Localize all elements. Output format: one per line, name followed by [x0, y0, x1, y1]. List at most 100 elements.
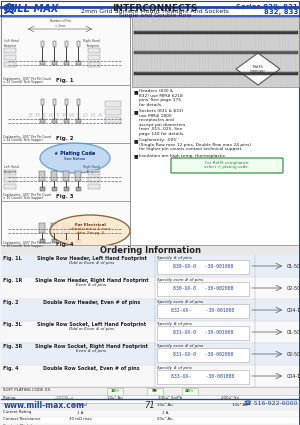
Text: Ordering Information: Ordering Information — [100, 246, 200, 255]
Bar — [107, 388, 123, 395]
Text: 01-50: 01-50 — [287, 264, 300, 269]
Text: Even # of pins: Even # of pins — [76, 349, 106, 353]
Bar — [64, 61, 68, 65]
Bar — [40, 239, 44, 243]
Text: Э Л Е К Т Р И С О Л А: Э Л Е К Т Р И С О Л А — [28, 113, 102, 117]
Text: Single Row Header, Right Hand Footprint: Single Row Header, Right Hand Footprint — [35, 278, 148, 283]
Text: 71: 71 — [145, 401, 155, 410]
Bar — [64, 187, 68, 191]
Bar — [52, 187, 56, 191]
Bar — [4, 62, 16, 67]
Text: 02-50: 02-50 — [287, 286, 300, 291]
Text: Fig. 1L: Fig. 1L — [3, 256, 22, 261]
Text: COMPLIANT: COMPLIANT — [250, 70, 266, 74]
Text: 30 mΩ max: 30 mΩ max — [69, 417, 92, 422]
Polygon shape — [236, 53, 280, 85]
Text: Single Row Header, Left Hand Footprint: Single Row Header, Left Hand Footprint — [37, 256, 146, 261]
Bar — [147, 388, 163, 395]
Bar — [4, 48, 16, 53]
Bar — [40, 41, 43, 47]
Text: ■: ■ — [134, 89, 139, 94]
Bar — [40, 119, 44, 123]
Text: # Pin(s): # Pin(s) — [72, 403, 88, 408]
Text: Double Row Header, Even # of pins: Double Row Header, Even # of pins — [43, 300, 140, 305]
Text: 20u" Au: 20u" Au — [157, 417, 173, 422]
Bar — [52, 99, 56, 105]
Bar — [1, 201, 130, 249]
Bar — [76, 41, 80, 47]
Text: 200u" Sn: 200u" Sn — [221, 396, 239, 400]
Bar — [76, 61, 80, 65]
Text: 831-XX-0   -30-002000: 831-XX-0 -30-002000 — [173, 352, 233, 357]
Bar — [88, 48, 100, 53]
Bar — [1, 321, 299, 343]
Bar — [64, 41, 68, 47]
Text: Fig. 2: Fig. 2 — [56, 136, 74, 141]
Text: 832-XX-     -30-001000: 832-XX- -30-001000 — [171, 309, 235, 314]
Text: 10☆: 10☆ — [110, 388, 120, 393]
Text: 832, 833: 832, 833 — [264, 8, 298, 14]
Text: (Single Row max 12 pins; Double Row max 24 pins): (Single Row max 12 pins; Double Row max … — [139, 142, 251, 147]
Text: Single Row Socket, Left Hand Footprint: Single Row Socket, Left Hand Footprint — [37, 322, 146, 327]
Bar — [76, 187, 80, 191]
Bar — [51, 223, 57, 233]
Text: 10u" Au: 10u" Au — [232, 403, 248, 408]
Text: Headers (830 &: Headers (830 & — [139, 89, 173, 93]
Bar — [157, 260, 249, 274]
Text: × 12 Consult Tech Support: × 12 Consult Tech Support — [3, 80, 43, 84]
Bar — [88, 62, 100, 67]
Text: SOFT PLATING CODE XX-: SOFT PLATING CODE XX- — [3, 388, 51, 392]
Bar — [40, 61, 44, 65]
Bar — [1, 85, 130, 143]
Text: Specify even # of pins: Specify even # of pins — [157, 278, 203, 282]
Text: See Below: See Below — [64, 157, 86, 161]
Bar — [40, 99, 43, 105]
Text: 99: 99 — [152, 388, 158, 393]
Text: pins. See page 175: pins. See page 175 — [139, 98, 181, 102]
Bar — [52, 119, 56, 123]
Bar — [75, 223, 81, 233]
Text: page 140 for details.: page 140 for details. — [139, 131, 184, 136]
Text: Coplanarity: .005" Per Pin Count: Coplanarity: .005" Per Pin Count — [3, 135, 51, 139]
Bar — [157, 282, 249, 296]
Text: Coplanarity: .005" Per Pin Count: Coplanarity: .005" Per Pin Count — [3, 77, 51, 81]
Text: Left Hand
Footprint: Left Hand Footprint — [4, 39, 19, 48]
Text: Specify # of pins: Specify # of pins — [157, 256, 192, 260]
Text: Odd or Even # of pins: Odd or Even # of pins — [69, 327, 114, 331]
Text: ■: ■ — [134, 153, 139, 159]
Bar — [76, 239, 80, 243]
Bar — [76, 119, 80, 123]
Bar — [88, 184, 100, 189]
Bar — [1, 417, 299, 424]
Text: 004-100: 004-100 — [287, 374, 300, 379]
Text: For Electrical: For Electrical — [75, 223, 105, 227]
Text: × 24 Consult Tech Support: × 24 Consult Tech Support — [3, 244, 43, 248]
Bar — [105, 109, 121, 115]
Text: ■: ■ — [134, 109, 139, 114]
Text: for higher pin counts contact technical support.: for higher pin counts contact technical … — [139, 147, 243, 151]
Bar — [132, 17, 299, 87]
Bar — [88, 55, 100, 60]
Text: Fig. 4: Fig. 4 — [56, 242, 74, 247]
Bar — [1, 387, 299, 395]
Bar — [182, 388, 198, 395]
Text: ☎ 516-922-6000: ☎ 516-922-6000 — [244, 401, 297, 406]
Text: 40☆: 40☆ — [185, 388, 195, 393]
Bar — [64, 99, 68, 105]
Text: Fig. 2: Fig. 2 — [3, 300, 19, 305]
Bar — [1, 403, 299, 410]
Text: 200u" Sn/Pb: 200u" Sn/Pb — [158, 396, 182, 400]
Bar — [63, 223, 69, 233]
Text: 10u" Au: 10u" Au — [107, 396, 123, 400]
Bar — [40, 187, 44, 191]
Text: × 24 Consult Tech Support: × 24 Consult Tech Support — [3, 138, 43, 142]
Text: 1 A: 1 A — [77, 411, 83, 414]
Text: ■: ■ — [134, 138, 139, 143]
Bar — [4, 177, 16, 182]
Text: Coplanarity: .005" Per Pin Count: Coplanarity: .005" Per Pin Count — [3, 241, 51, 245]
Bar — [157, 304, 249, 318]
Text: Sockets (831 & 833): Sockets (831 & 833) — [139, 109, 183, 113]
Text: Left Hand
Footprint: Left Hand Footprint — [4, 165, 19, 173]
Bar — [1, 343, 299, 365]
Bar — [1, 255, 299, 277]
